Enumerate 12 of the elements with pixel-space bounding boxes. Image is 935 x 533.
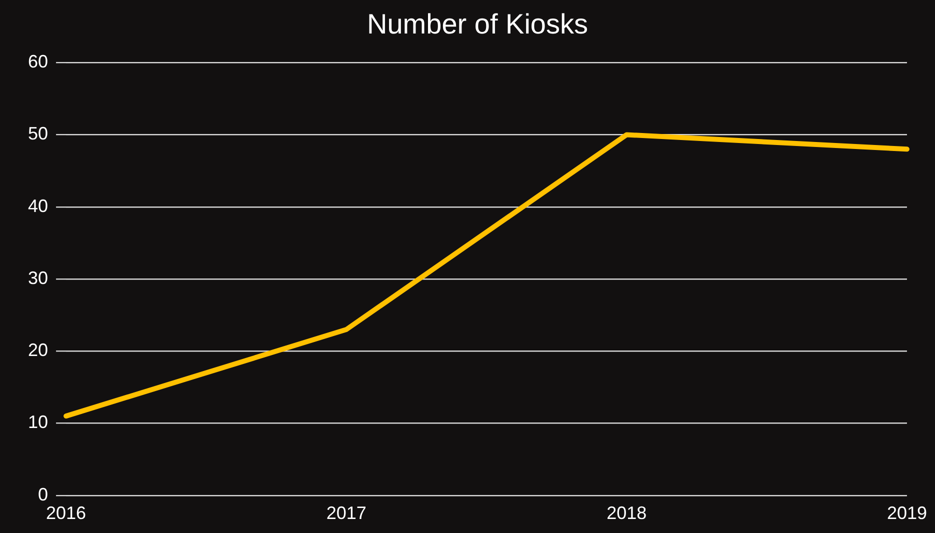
y-tick-label: 20 — [28, 340, 48, 360]
y-tick-label: 50 — [28, 124, 48, 144]
y-tick-label: 40 — [28, 196, 48, 216]
x-tick-label: 2018 — [606, 503, 647, 524]
x-tick-label: 2016 — [46, 503, 86, 524]
x-tick-label: 2017 — [326, 503, 366, 524]
x-tick-label: 2019 — [886, 503, 927, 524]
y-tick-label: 30 — [28, 268, 48, 288]
chart-title: Number of Kiosks — [367, 8, 588, 40]
y-tick-label: 60 — [28, 52, 48, 72]
y-tick-label: 0 — [38, 484, 48, 504]
y-tick-label: 10 — [28, 412, 48, 432]
